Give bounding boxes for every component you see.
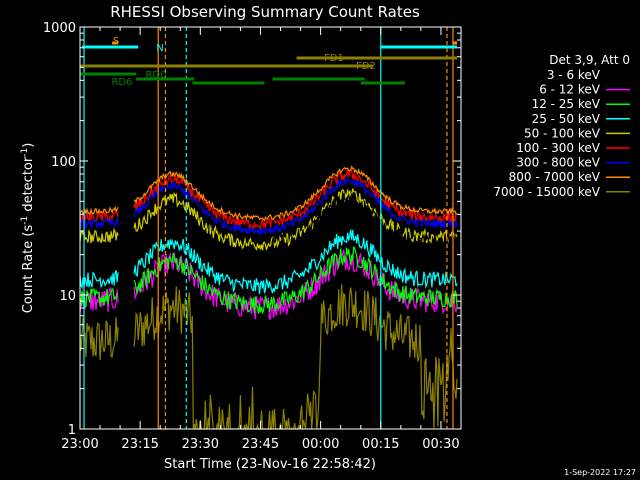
y-tick-label: 1000 <box>43 21 76 36</box>
y-axis: 1 10 100 1000 <box>43 21 461 438</box>
x-tick-label: 23:15 <box>121 437 158 452</box>
x-tick-label: 00:30 <box>422 437 459 452</box>
legend-label: 100 - 300 keV <box>516 141 600 155</box>
y-tick-label: 10 <box>59 289 76 304</box>
footer-date: 1-Sep-2022 17:27 <box>564 468 636 477</box>
legend-label: 12 - 25 keV <box>532 97 601 111</box>
y-tick-label: 100 <box>51 155 76 170</box>
legend-label: 300 - 800 keV <box>516 156 600 170</box>
y-axis-label: Count Rate (s-1 detector-1) <box>20 143 36 314</box>
y-tick-label: 1 <box>68 423 76 438</box>
x-tick-label: 23:00 <box>61 437 98 452</box>
legend-label: 3 - 6 keV <box>547 68 601 82</box>
series-line-300-800kev <box>79 176 458 236</box>
flag-label: RD0 <box>145 70 166 81</box>
legend-label: 25 - 50 keV <box>532 112 601 126</box>
x-tick-label: 23:30 <box>182 437 219 452</box>
x-axis-label: Start Time (23-Nov-16 22:58:42) <box>164 457 376 472</box>
x-axis: 23:00 23:15 23:30 23:45 00:00 00:15 00:30 <box>61 27 462 452</box>
series-line-12-25kev <box>79 246 458 315</box>
series-line-800-7000kev <box>79 165 458 222</box>
legend-header: Det 3,9, Att 0 <box>549 53 630 67</box>
flag-label: S <box>113 36 119 47</box>
series-line-3-6kev <box>79 192 458 257</box>
flag-label: RD6 <box>111 77 132 88</box>
x-tick-label: 00:15 <box>362 437 399 452</box>
x-tick-label: 23:45 <box>242 437 279 452</box>
plot-area: S N FD1 FD2 RD0 RD6 <box>79 27 458 432</box>
x-tick-label: 00:00 <box>302 437 339 452</box>
flag-label: FD1 <box>324 53 344 64</box>
plot-frame <box>79 26 462 430</box>
flag-label: N <box>156 43 163 54</box>
legend-label: 7000 - 15000 keV <box>493 185 600 199</box>
legend-label: 6 - 12 keV <box>539 83 601 97</box>
series-line-50-100kev <box>79 188 458 251</box>
legend-label: 50 - 100 keV <box>524 126 601 140</box>
series-line-25-50kev <box>79 229 458 295</box>
legend-label: 800 - 7000 keV <box>509 170 601 184</box>
chart-title: RHESSI Observing Summary Count Rates <box>110 3 420 21</box>
flag-label: FD2 <box>356 61 376 72</box>
